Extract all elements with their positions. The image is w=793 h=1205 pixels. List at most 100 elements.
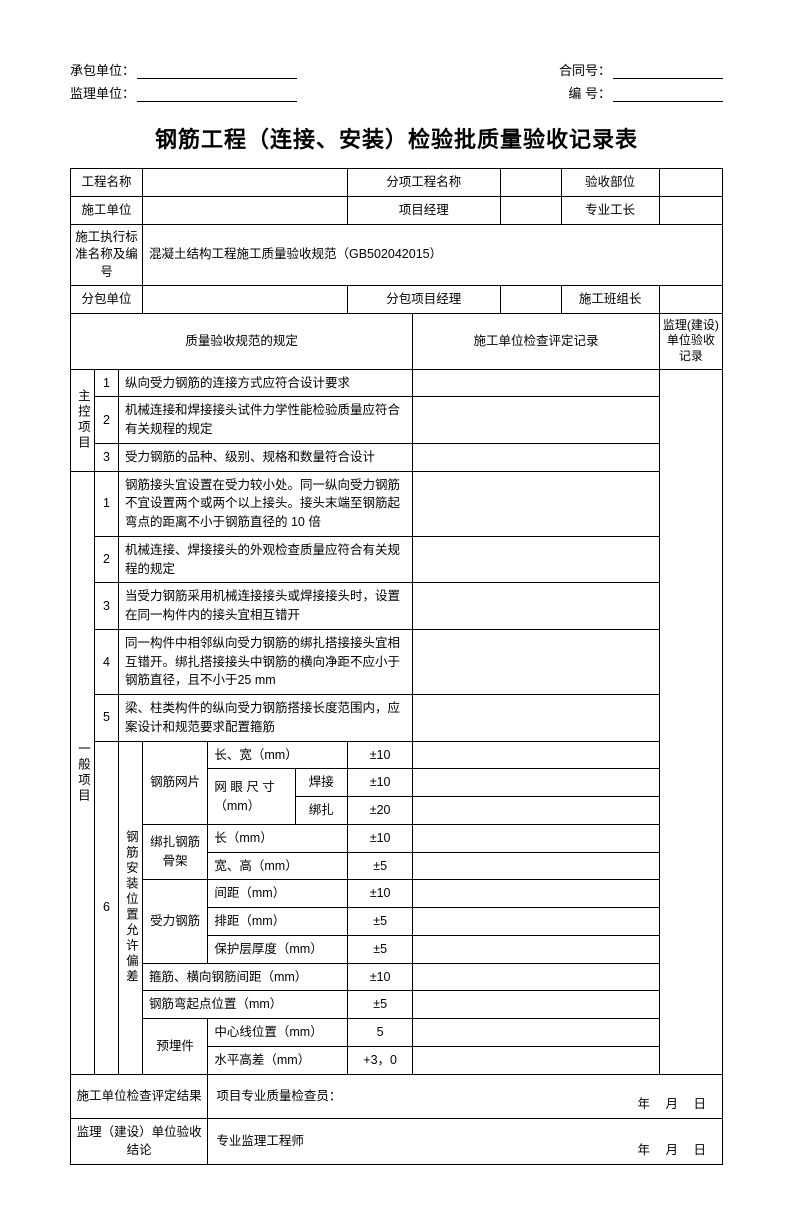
cell-text: 机械连接和焊接接头试件力学性能检验质量应符合有关规程的规定 <box>118 397 412 444</box>
cell-blank <box>413 443 659 471</box>
cell-num: 5 <box>94 695 118 742</box>
table-row: 绑扎钢筋骨架 长（mm） ±10 <box>71 824 723 852</box>
cell-blank <box>500 286 561 314</box>
cell-text: 钢筋接头宜设置在受力较小处。同一纵向受力钢筋不宜设置两个或两个以上接头。接头末端… <box>118 471 412 536</box>
cell-spec-hdr: 质量验收规范的规定 <box>71 313 413 369</box>
table-row: 一般项目 1 钢筋接头宜设置在受力较小处。同一纵向受力钢筋不宜设置两个或两个以上… <box>71 471 723 536</box>
cell-param: 箍筋、横向钢筋间距（mm） <box>142 963 347 991</box>
cell-text: 同一构件中相邻纵向受力钢筋的绑扎搭接接头宜相互错开。绑扎搭接接头中钢筋的横向净距… <box>118 629 412 694</box>
page-title: 钢筋工程（连接、安装）检验批质量验收记录表 <box>70 122 723 154</box>
cell-blank <box>142 286 347 314</box>
cell-text: 机械连接、焊接接头的外观检查质量应符合有关规程的规定 <box>118 536 412 583</box>
sig-row: 施工单位检查评定结果 项目专业质量检查员： 年 月 日 <box>71 1074 723 1118</box>
cell-sup-hdr: 监理(建设)单位验收记录 <box>659 313 722 369</box>
cell-blank <box>413 1046 659 1074</box>
contract-no-line <box>613 63 723 79</box>
table-row: 2 机械连接和焊接接头试件力学性能检验质量应符合有关规程的规定 <box>71 397 723 444</box>
cell-blank <box>413 824 659 852</box>
cell-num: 6 <box>94 741 118 1074</box>
cell-val: ±10 <box>347 963 412 991</box>
cell-val: ±5 <box>347 991 412 1019</box>
serial-no-label: 编 号： <box>568 83 723 102</box>
cell-sub-unit-l: 分包单位 <box>71 286 143 314</box>
cell-param: 间距（mm） <box>208 880 348 908</box>
cell-blank <box>413 991 659 1019</box>
cell-blank <box>413 583 659 630</box>
cell-blank <box>413 935 659 963</box>
sig-row: 监理（建设）单位验收结论 专业监理工程师 年 月 日 <box>71 1118 723 1165</box>
table-row: 3 当受力钢筋采用机械连接接头或焊接接头时，设置在同一构件内的接头宜相互错开 <box>71 583 723 630</box>
sig2-content: 专业监理工程师 年 月 日 <box>208 1118 723 1165</box>
cell-param: 水平高差（mm） <box>208 1046 348 1074</box>
cell-check-hdr: 施工单位检查评定记录 <box>413 313 659 369</box>
cell-num: 1 <box>94 369 118 397</box>
contract-no-label: 合同号： <box>559 60 723 79</box>
table-row: 受力钢筋 间距（mm） ±10 <box>71 880 723 908</box>
cell-sub-proj-l: 分项工程名称 <box>347 169 500 197</box>
main-table: 工程名称 分项工程名称 验收部位 施工单位 项目经理 专业工长 施工执行标准名称… <box>70 168 723 1165</box>
cell-blank <box>142 196 347 224</box>
sig1-date: 年 月 日 <box>638 1095 712 1114</box>
cell-accept-part-l: 验收部位 <box>561 169 659 197</box>
cell-blank <box>500 169 561 197</box>
cell-num: 2 <box>94 397 118 444</box>
cell-pm-l: 项目经理 <box>347 196 500 224</box>
cell-grp: 预埋件 <box>142 1019 207 1075</box>
cell-blank <box>142 169 347 197</box>
cell-num: 4 <box>94 629 118 694</box>
cell-blank <box>413 852 659 880</box>
general-label: 一般项目 <box>71 471 95 1074</box>
cell-team-l: 施工班组长 <box>561 286 659 314</box>
cell-val: ±5 <box>347 908 412 936</box>
supervisor-label: 监理单位： <box>70 83 297 102</box>
table-row: 4 同一构件中相邻纵向受力钢筋的绑扎搭接接头宜相互错开。绑扎搭接接头中钢筋的横向… <box>71 629 723 694</box>
table-row: 6 钢筋安装位置允许偏差 钢筋网片 长、宽（mm） ±10 <box>71 741 723 769</box>
cell-constr-unit-l: 施工单位 <box>71 196 143 224</box>
sec6-side: 钢筋安装位置允许偏差 <box>118 741 142 1074</box>
sig2-label: 监理（建设）单位验收结论 <box>71 1118 208 1165</box>
info-row: 施工单位 项目经理 专业工长 <box>71 196 723 224</box>
cell-blank <box>413 1019 659 1047</box>
supervisor-line <box>137 86 297 102</box>
cell-blank <box>413 629 659 694</box>
cell-text: 梁、柱类构件的纵向受力钢筋搭接长度范围内，应案设计和规范要求配置箍筋 <box>118 695 412 742</box>
cell-std-v: 混凝土结构工程施工质量验收规范（GB502042015） <box>142 224 722 286</box>
cell-blank <box>659 169 722 197</box>
sig1-label: 施工单位检查评定结果 <box>71 1074 208 1118</box>
cell-grp: 受力钢筋 <box>142 880 207 963</box>
cell-sup-record <box>659 369 722 1074</box>
cell-text: 纵向受力钢筋的连接方式应符合设计要求 <box>118 369 412 397</box>
cell-sub: 绑扎 <box>295 797 347 825</box>
cell-foreman-l: 专业工长 <box>561 196 659 224</box>
cell-param: 网 眼 尺 寸（mm） <box>208 769 295 825</box>
table-row: 预埋件 中心线位置（mm） 5 <box>71 1019 723 1047</box>
sig2-date: 年 月 日 <box>638 1141 712 1160</box>
table-row: 2 机械连接、焊接接头的外观检查质量应符合有关规程的规定 <box>71 536 723 583</box>
cell-blank <box>413 908 659 936</box>
header-row: 质量验收规范的规定 施工单位检查评定记录 监理(建设)单位验收记录 <box>71 313 723 369</box>
sig1-role: 项目专业质量检查员： <box>216 1089 341 1103</box>
cell-num: 2 <box>94 536 118 583</box>
cell-blank <box>413 536 659 583</box>
cell-blank <box>413 471 659 536</box>
cell-val: 5 <box>347 1019 412 1047</box>
cell-val: +3，0 <box>347 1046 412 1074</box>
contractor-line <box>137 63 297 79</box>
cell-blank <box>659 196 722 224</box>
cell-blank <box>413 695 659 742</box>
cell-sub-pm-l: 分包项目经理 <box>347 286 500 314</box>
cell-param: 长（mm） <box>208 824 348 852</box>
sig2-role: 专业监理工程师 <box>216 1134 304 1148</box>
cell-grp: 绑扎钢筋骨架 <box>142 824 207 880</box>
info-row: 工程名称 分项工程名称 验收部位 <box>71 169 723 197</box>
cell-blank <box>500 196 561 224</box>
cell-param: 中心线位置（mm） <box>208 1019 348 1047</box>
cell-param: 保护层厚度（mm） <box>208 935 348 963</box>
cell-blank <box>413 769 659 797</box>
cell-param: 宽、高（mm） <box>208 852 348 880</box>
info-row: 施工执行标准名称及编号 混凝土结构工程施工质量验收规范（GB502042015） <box>71 224 723 286</box>
cell-val: ±10 <box>347 769 412 797</box>
cell-blank <box>413 797 659 825</box>
info-row: 分包单位 分包项目经理 施工班组长 <box>71 286 723 314</box>
cell-proj-name-l: 工程名称 <box>71 169 143 197</box>
